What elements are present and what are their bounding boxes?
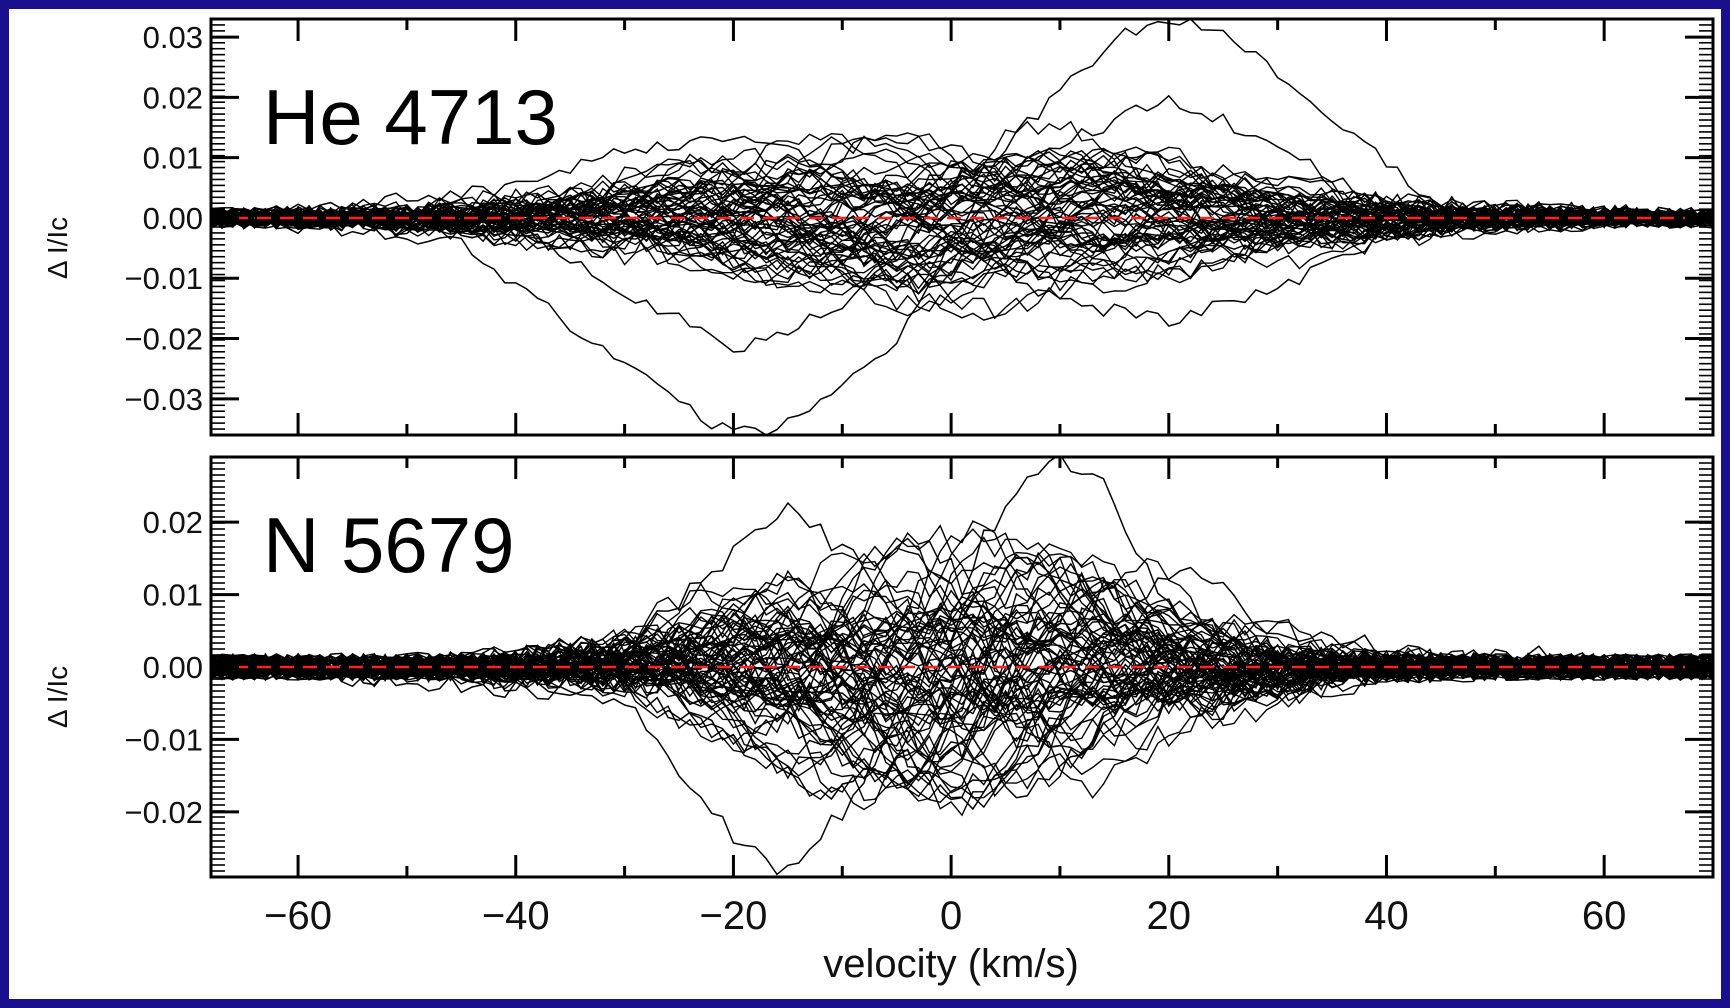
x-tick-label: 0 xyxy=(940,894,962,938)
figure-canvas: 0.03 0.02 0.01 0.00 −0.01 −0.02 −0.03 Δ I/Ic He … xyxy=(9,9,1721,999)
y-tick-label: −0.01 xyxy=(125,722,203,757)
profile-line xyxy=(211,164,1713,256)
y-tick-label: 0.00 xyxy=(143,650,203,685)
x-tick-label: 40 xyxy=(1364,894,1409,938)
x-tick-label: −20 xyxy=(700,894,768,938)
y-tick-label: 0.03 xyxy=(143,20,203,55)
profile-line xyxy=(211,610,1713,708)
x-tick-label: −60 xyxy=(264,894,332,938)
profile-line xyxy=(211,182,1713,245)
profile-line xyxy=(211,618,1713,737)
profile-line xyxy=(211,155,1713,261)
profile-line-extreme xyxy=(211,566,1713,811)
profile-line-extreme xyxy=(211,94,1713,353)
y-tick-label: −0.02 xyxy=(125,322,203,357)
chart-figure: 0.03 0.02 0.01 0.00 −0.01 −0.02 −0.03 Δ I/Ic He … xyxy=(42,17,1715,986)
profile-lines xyxy=(211,457,1713,876)
y-tick-label: −0.02 xyxy=(125,795,203,830)
profile-line-extreme xyxy=(211,457,1713,876)
panel-title: N 5679 xyxy=(263,501,515,589)
profile-line-extreme xyxy=(211,135,1713,327)
y-axis-title: Δ I/Ic xyxy=(42,217,73,279)
profile-line xyxy=(211,181,1713,246)
profile-line xyxy=(211,177,1713,262)
panel-n-5679: 0.02 0.01 0.00 −0.01 −0.02 −60 −40 −20 0 20 40 60 Δ … xyxy=(42,455,1715,938)
y-axis-title: Δ I/Ic xyxy=(42,666,73,728)
x-tick-label: −40 xyxy=(482,894,550,938)
y-tick-label: −0.03 xyxy=(125,382,203,417)
y-tick-label: 0.02 xyxy=(143,80,203,115)
y-tick-label: 0.02 xyxy=(143,505,203,540)
y-tick-label: 0.00 xyxy=(143,201,203,236)
x-tick-label: 20 xyxy=(1147,894,1192,938)
profile-line xyxy=(211,120,1713,294)
profile-line xyxy=(211,155,1713,275)
panel-he-4713: 0.03 0.02 0.01 0.00 −0.01 −0.02 −0.03 Δ I/Ic He … xyxy=(42,17,1715,437)
x-tick-label: 60 xyxy=(1582,894,1627,938)
profile-line xyxy=(211,589,1713,794)
y-tick-label: 0.01 xyxy=(143,141,203,176)
y-tick-label: −0.01 xyxy=(125,261,203,296)
profile-line xyxy=(211,625,1713,714)
y-tick-label: 0.01 xyxy=(143,578,203,613)
x-axis-title: velocity (km/s) xyxy=(823,942,1079,986)
profile-line xyxy=(211,524,1713,799)
panel-title: He 4713 xyxy=(263,73,558,161)
